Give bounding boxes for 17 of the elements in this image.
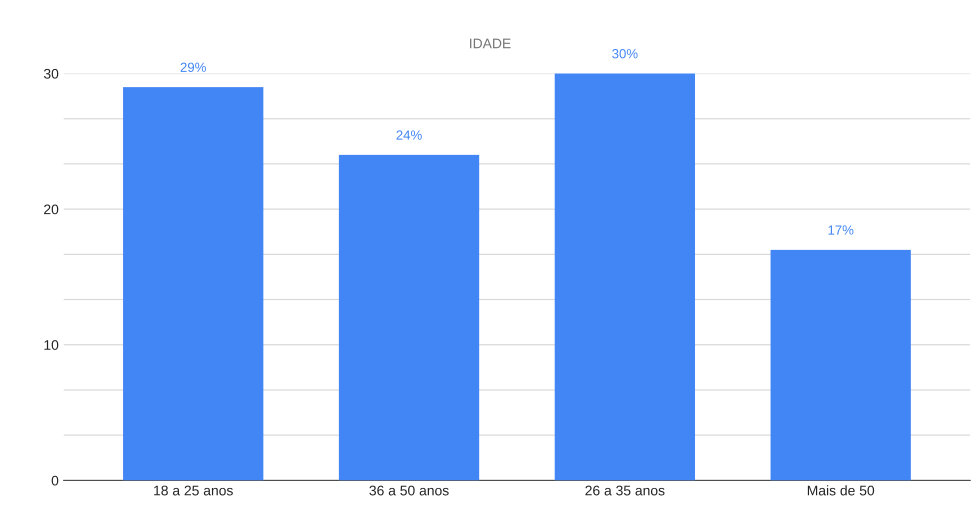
x-tick-label: 26 a 35 anos: [585, 486, 665, 496]
chart-title: IDADE: [470, 38, 511, 48]
x-tick-label: 18 a 25 anos: [154, 486, 233, 496]
data-label: 30%: [612, 49, 638, 58]
y-tick-label: 0: [52, 476, 58, 486]
bar: [770, 250, 911, 480]
data-label: 29%: [180, 62, 206, 72]
bar: [123, 87, 264, 480]
x-tick-label: Mais de 50: [808, 485, 874, 496]
y-tick-label: 10: [44, 340, 58, 350]
y-tick-label: 20: [44, 204, 58, 214]
data-label: 17%: [828, 225, 854, 235]
bar: [554, 74, 696, 480]
bar: [338, 154, 480, 480]
y-tick-label: 30: [44, 68, 58, 79]
data-label: 24%: [396, 130, 422, 140]
x-tick-label: 36 a 50 anos: [369, 486, 449, 496]
